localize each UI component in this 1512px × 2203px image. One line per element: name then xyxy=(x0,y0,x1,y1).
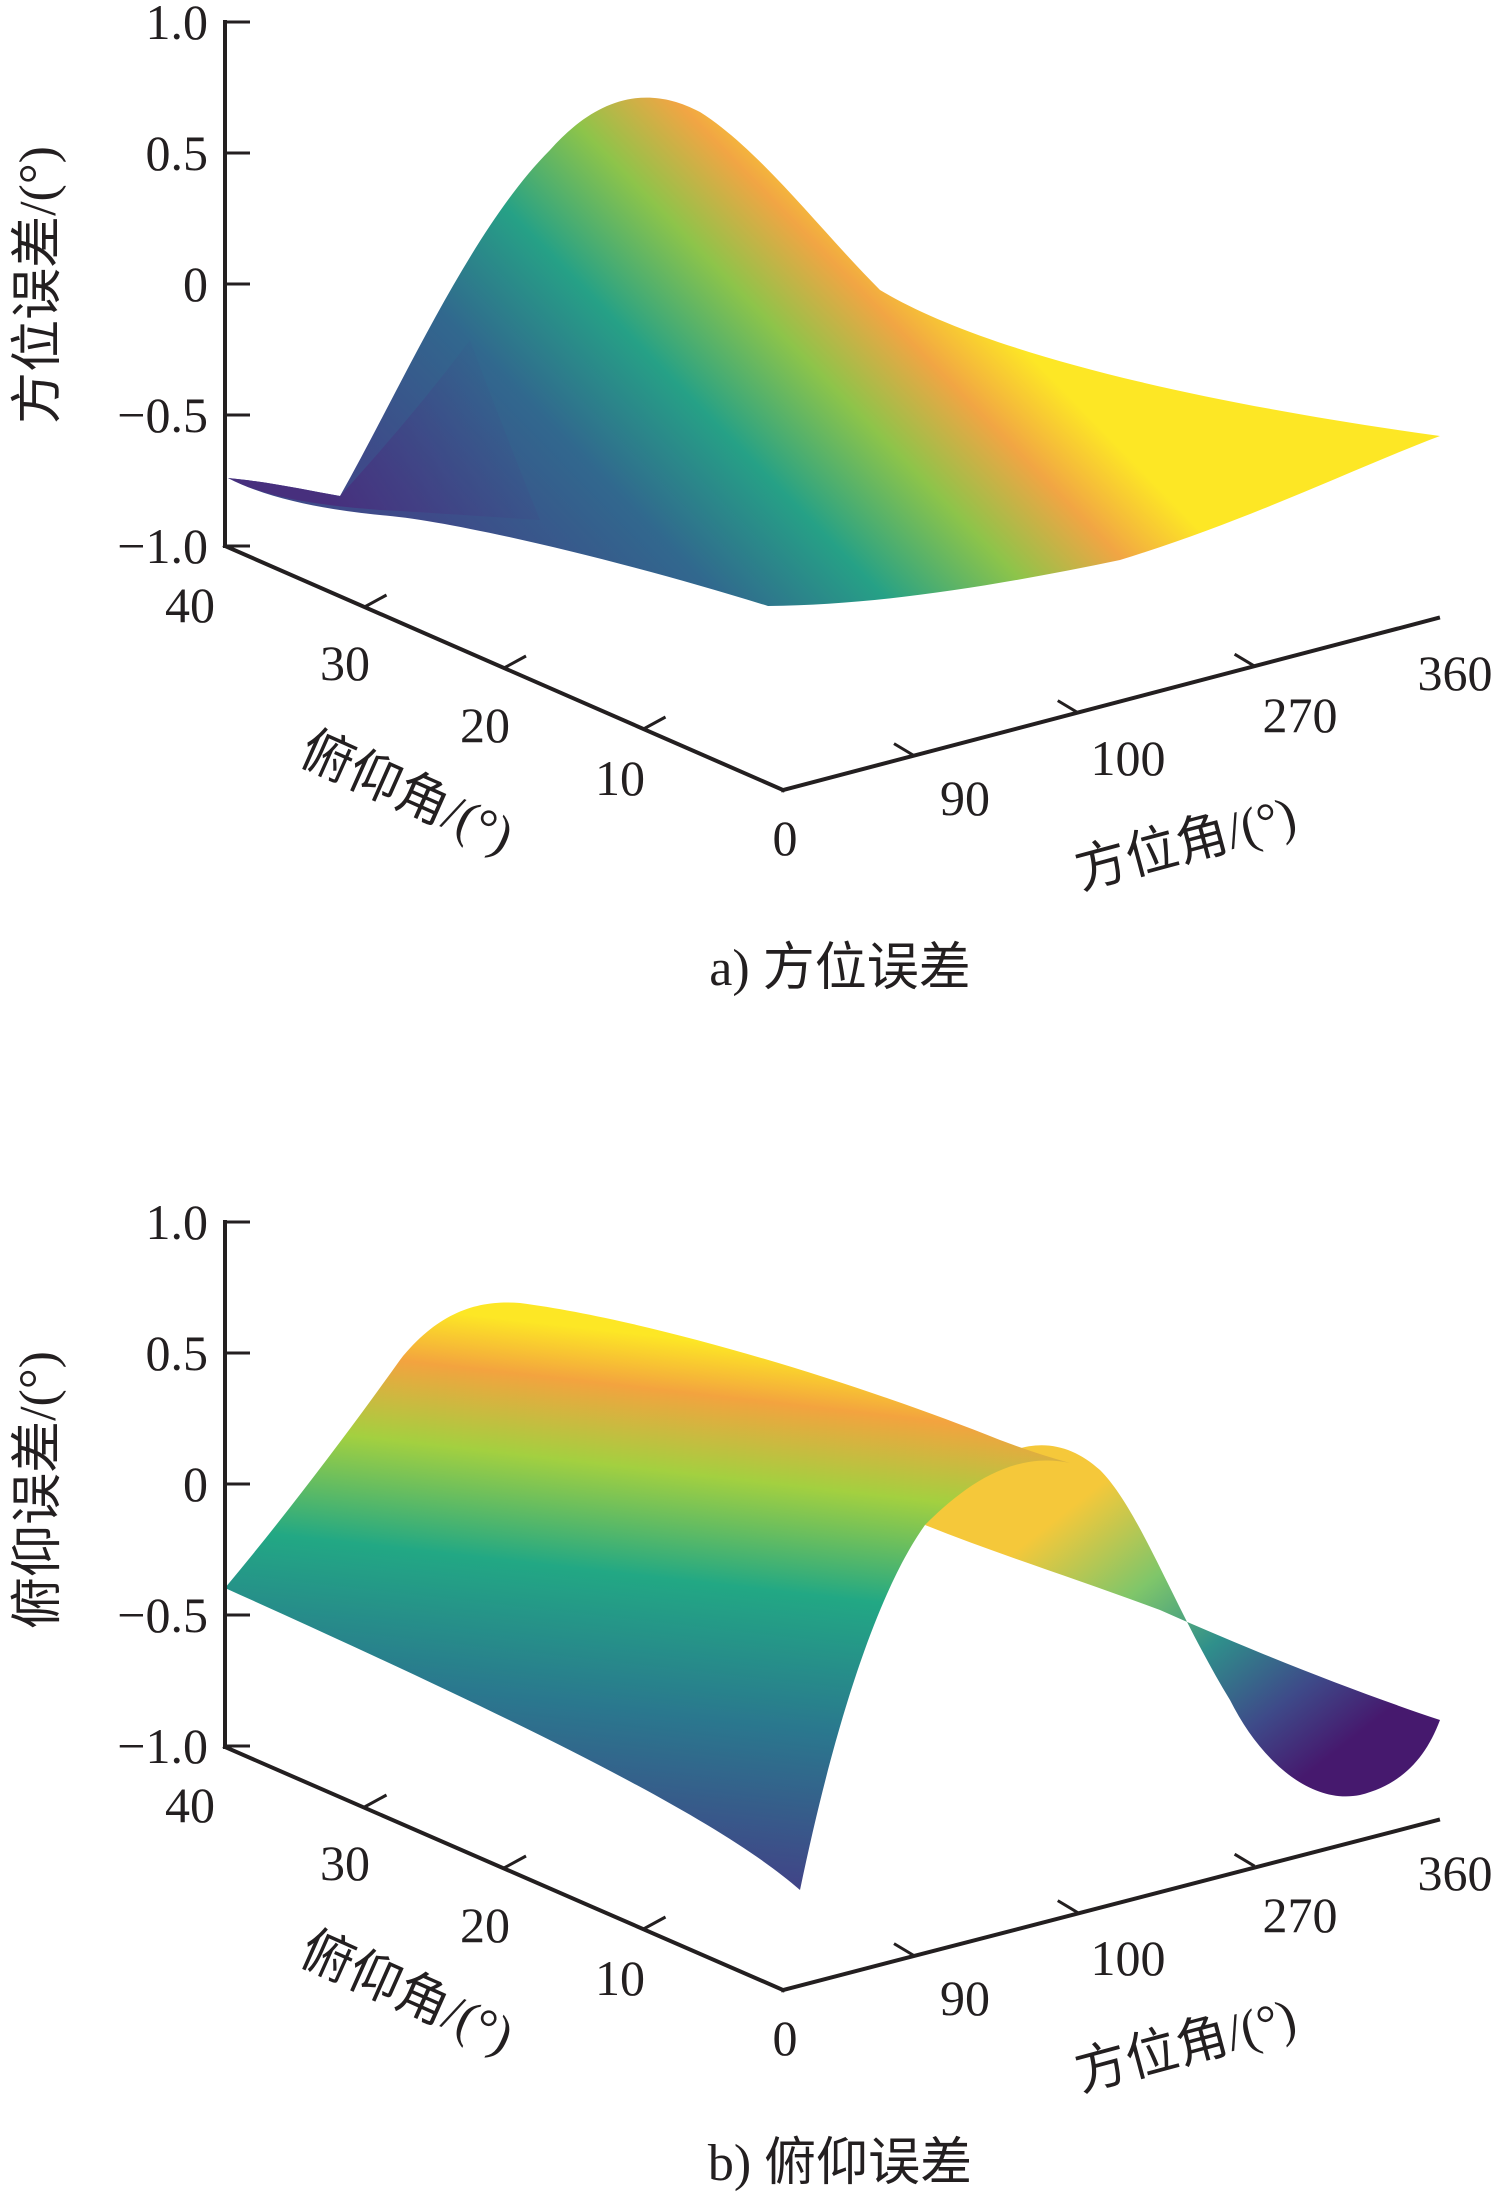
a-x-tick-mark xyxy=(893,742,915,757)
a-x-tick-mark xyxy=(1233,652,1256,668)
b-y-tick-label: 40 xyxy=(165,1777,215,1833)
a-y-tick-label: 0 xyxy=(773,810,798,866)
b-z-tick-label: −1.0 xyxy=(117,1718,208,1774)
a-z-tick-label: 0.5 xyxy=(146,125,209,181)
b-y-tick-mark xyxy=(363,1793,388,1809)
b-y-tick-mark xyxy=(503,1854,527,1870)
b-x-tick-mark xyxy=(893,1942,915,1957)
a-y-tick-mark xyxy=(642,715,667,731)
chart-a-surface xyxy=(228,97,1440,606)
a-x-tick-label: 360 xyxy=(1418,645,1493,701)
chart-b-caption: b) 俯仰误差 xyxy=(708,2135,972,2192)
chart-a-x-axis xyxy=(780,615,1441,793)
chart-b-x-ticks: 90 100 270 360 xyxy=(893,1845,1493,2026)
b-y-tick-label: 30 xyxy=(320,1835,370,1891)
chart-a-z-label: 方位误差/(°) xyxy=(10,146,67,424)
a-y-tick-label: 10 xyxy=(595,750,645,806)
a-z-tick-label: 1.0 xyxy=(146,0,209,50)
a-x-tick-label: 90 xyxy=(940,770,990,826)
b-z-tick-label: 1.0 xyxy=(146,1194,209,1250)
chart-a-x-ticks: 90 100 270 360 xyxy=(893,645,1493,826)
b-z-tick-label: 0.5 xyxy=(146,1325,209,1381)
a-x-tick-label: 270 xyxy=(1263,687,1338,743)
chart-a-y-ticks: 40 30 20 10 0 xyxy=(165,577,798,866)
b-x-tick-label: 270 xyxy=(1263,1887,1338,1943)
chart-b-z-ticks: 1.0 0.5 0 −0.5 −1.0 xyxy=(117,1194,250,1774)
chart-b-y-ticks: 40 30 20 10 0 xyxy=(165,1777,798,2066)
a-y-tick-label: 20 xyxy=(460,697,510,753)
b-y-tick-label: 20 xyxy=(460,1897,510,1953)
a-z-tick-label: −1.0 xyxy=(117,518,208,574)
chart-b-z-label: 俯仰误差/(°) xyxy=(10,1351,67,1629)
chart-b-surface-front xyxy=(225,1302,1070,1890)
b-x-tick-mark xyxy=(1056,1899,1079,1914)
b-x-tick-label: 100 xyxy=(1091,1930,1166,1986)
b-x-tick-label: 90 xyxy=(940,1970,990,2026)
chart-a-surface-shadow xyxy=(228,340,540,520)
chart-b-y-axis xyxy=(222,1744,786,1993)
a-x-tick-mark xyxy=(1056,699,1079,714)
chart-a-z-ticks: 1.0 0.5 0 −0.5 −1.0 xyxy=(117,0,250,574)
b-x-tick-mark xyxy=(1233,1852,1256,1868)
b-y-tick-label: 0 xyxy=(773,2010,798,2066)
b-y-tick-mark xyxy=(642,1915,667,1931)
chart-b-surface-back xyxy=(925,1445,1440,1797)
a-y-tick-label: 30 xyxy=(320,635,370,691)
chart-b-x-label: 方位角/(°) xyxy=(1069,1989,1302,2103)
a-x-tick-label: 100 xyxy=(1091,730,1166,786)
chart-a-x-label: 方位角/(°) xyxy=(1069,787,1302,901)
a-y-tick-mark xyxy=(363,593,388,609)
b-z-tick-label: −0.5 xyxy=(117,1587,208,1643)
b-x-tick-label: 360 xyxy=(1418,1845,1493,1901)
b-y-tick-label: 10 xyxy=(595,1950,645,2006)
a-y-tick-label: 40 xyxy=(165,577,215,633)
a-y-tick-mark xyxy=(503,654,527,670)
chart-b-x-axis xyxy=(780,1817,1441,1993)
chart-a-caption: a) 方位误差 xyxy=(709,940,970,997)
a-z-tick-label: 0 xyxy=(183,256,208,312)
b-z-tick-label: 0 xyxy=(183,1456,208,1512)
a-z-tick-label: −0.5 xyxy=(117,387,208,443)
